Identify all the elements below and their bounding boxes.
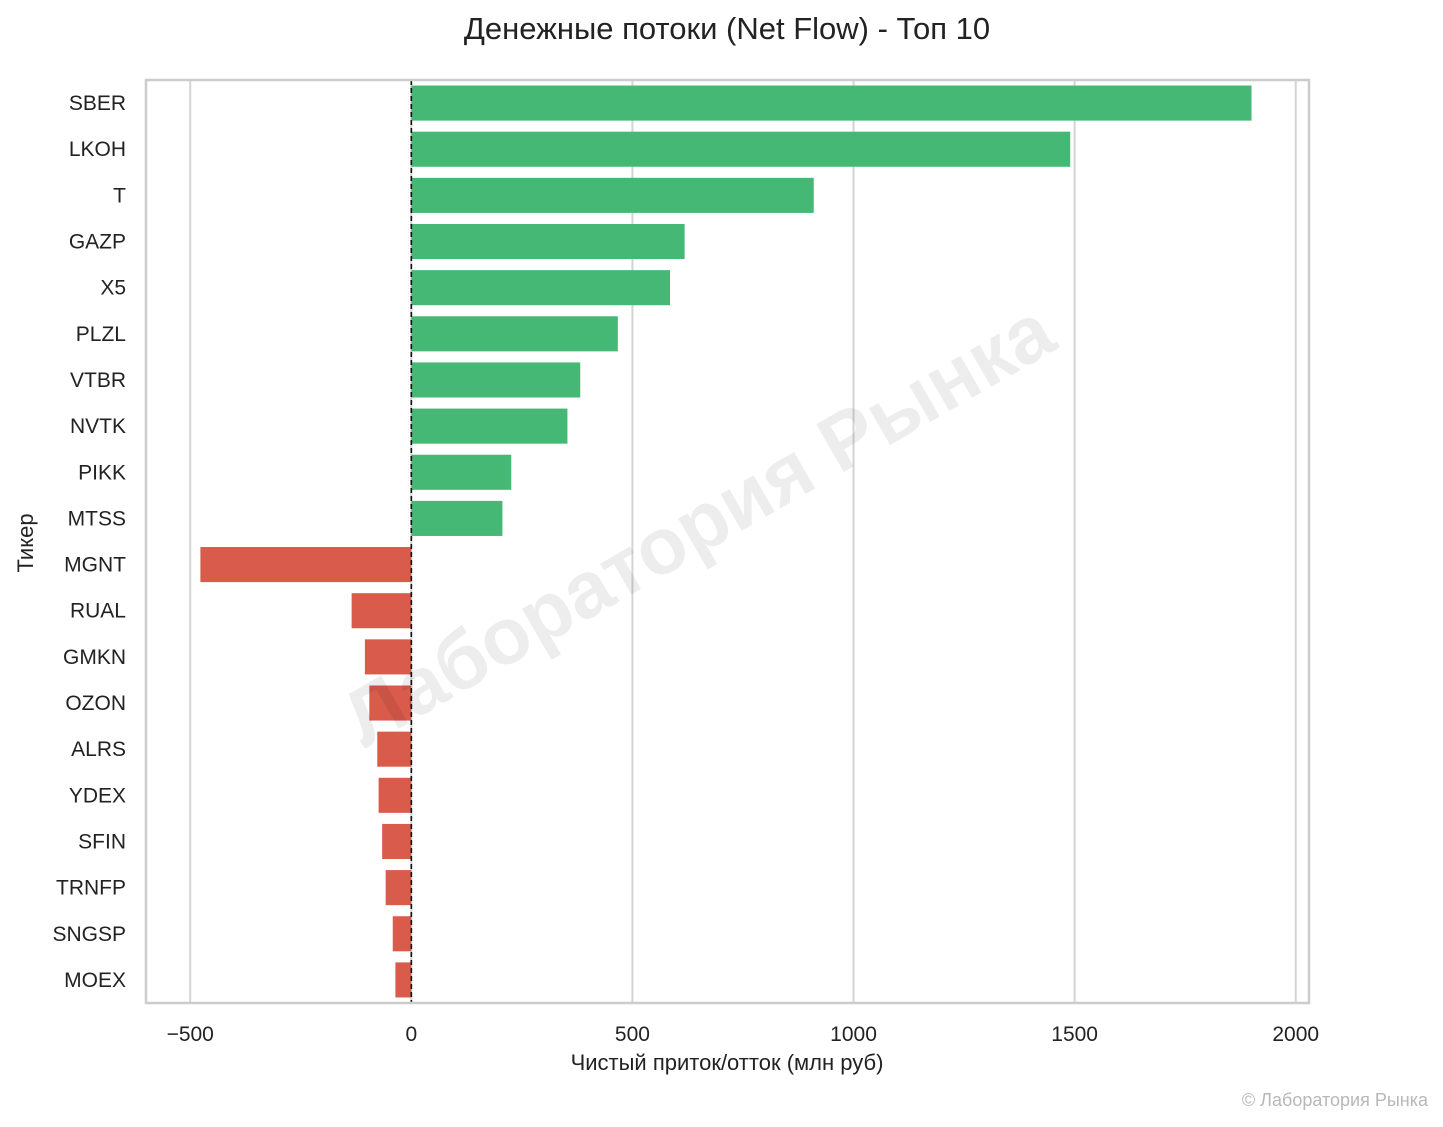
bar-gmkn: [364, 639, 412, 675]
y-tick-label: SBER: [69, 92, 126, 115]
copyright-text: © Лаборатория Рынка: [1241, 1090, 1428, 1110]
plot-frame: [144, 78, 1311, 1005]
y-tick-label: SNGSP: [52, 923, 126, 946]
y-tick-label: TRNFP: [56, 877, 126, 900]
y-tick-label: MOEX: [64, 969, 126, 992]
bar-sngsp: [392, 916, 412, 952]
y-tick-labels: SBER LKOH T GAZP X5 PLZL VTBR NVTK PIKK MTSS MGNT R…: [52, 92, 126, 992]
y-tick-label: VTBR: [70, 369, 126, 392]
x-tick-label: −500: [167, 1023, 214, 1046]
bar-trnfp: [385, 870, 412, 906]
y-tick-label: NVTK: [70, 415, 126, 438]
bar-vtbr: [411, 362, 581, 398]
bar-ozon: [369, 685, 412, 721]
y-tick-label: YDEX: [69, 784, 126, 807]
bar-ydex: [378, 777, 412, 813]
y-tick-label: ALRS: [71, 738, 126, 761]
bar-moex: [395, 962, 412, 998]
bar-mgnt: [200, 547, 412, 583]
bar-x5: [411, 270, 671, 306]
x-tick-label: 1000: [830, 1023, 877, 1046]
bar-nvtk: [411, 408, 568, 444]
bar-t: [411, 177, 814, 213]
bar-sber: [411, 85, 1252, 121]
y-tick-label: RUAL: [70, 600, 126, 623]
x-tick-label: 2000: [1272, 1023, 1319, 1046]
y-tick-label: MGNT: [64, 554, 126, 577]
y-tick-label: T: [113, 184, 126, 207]
bar-alrs: [377, 731, 412, 767]
y-tick-label: MTSS: [68, 507, 126, 530]
y-tick-label: OZON: [65, 692, 126, 715]
bar-sfin: [382, 823, 412, 860]
y-tick-label: LKOH: [69, 138, 126, 161]
y-axis-label: Тикер: [13, 513, 38, 572]
bar-lkoh: [411, 131, 1071, 167]
y-tick-label: GAZP: [69, 231, 126, 254]
bars: [200, 85, 1252, 998]
y-tick-label: PIKK: [78, 461, 126, 484]
bar-mtss: [411, 500, 503, 536]
x-tick-labels: −500 0 500 1000 1500 2000: [167, 1023, 1320, 1046]
x-tick-label: 1500: [1051, 1023, 1098, 1046]
y-tick-label: PLZL: [76, 323, 126, 346]
x-tick-label: 500: [615, 1023, 650, 1046]
bar-gazp: [411, 223, 685, 260]
chart-title: Денежные потоки (Net Flow) - Топ 10: [464, 11, 990, 46]
y-tick-label: X5: [100, 277, 126, 300]
y-tick-label: SFIN: [78, 830, 126, 853]
x-axis-label: Чистый приток/отток (млн руб): [571, 1050, 884, 1075]
bar-plzl: [411, 316, 618, 352]
bar-pikk: [411, 454, 512, 490]
bar-rual: [351, 593, 412, 629]
x-tick-label: 0: [405, 1023, 417, 1046]
y-tick-label: GMKN: [63, 646, 126, 669]
